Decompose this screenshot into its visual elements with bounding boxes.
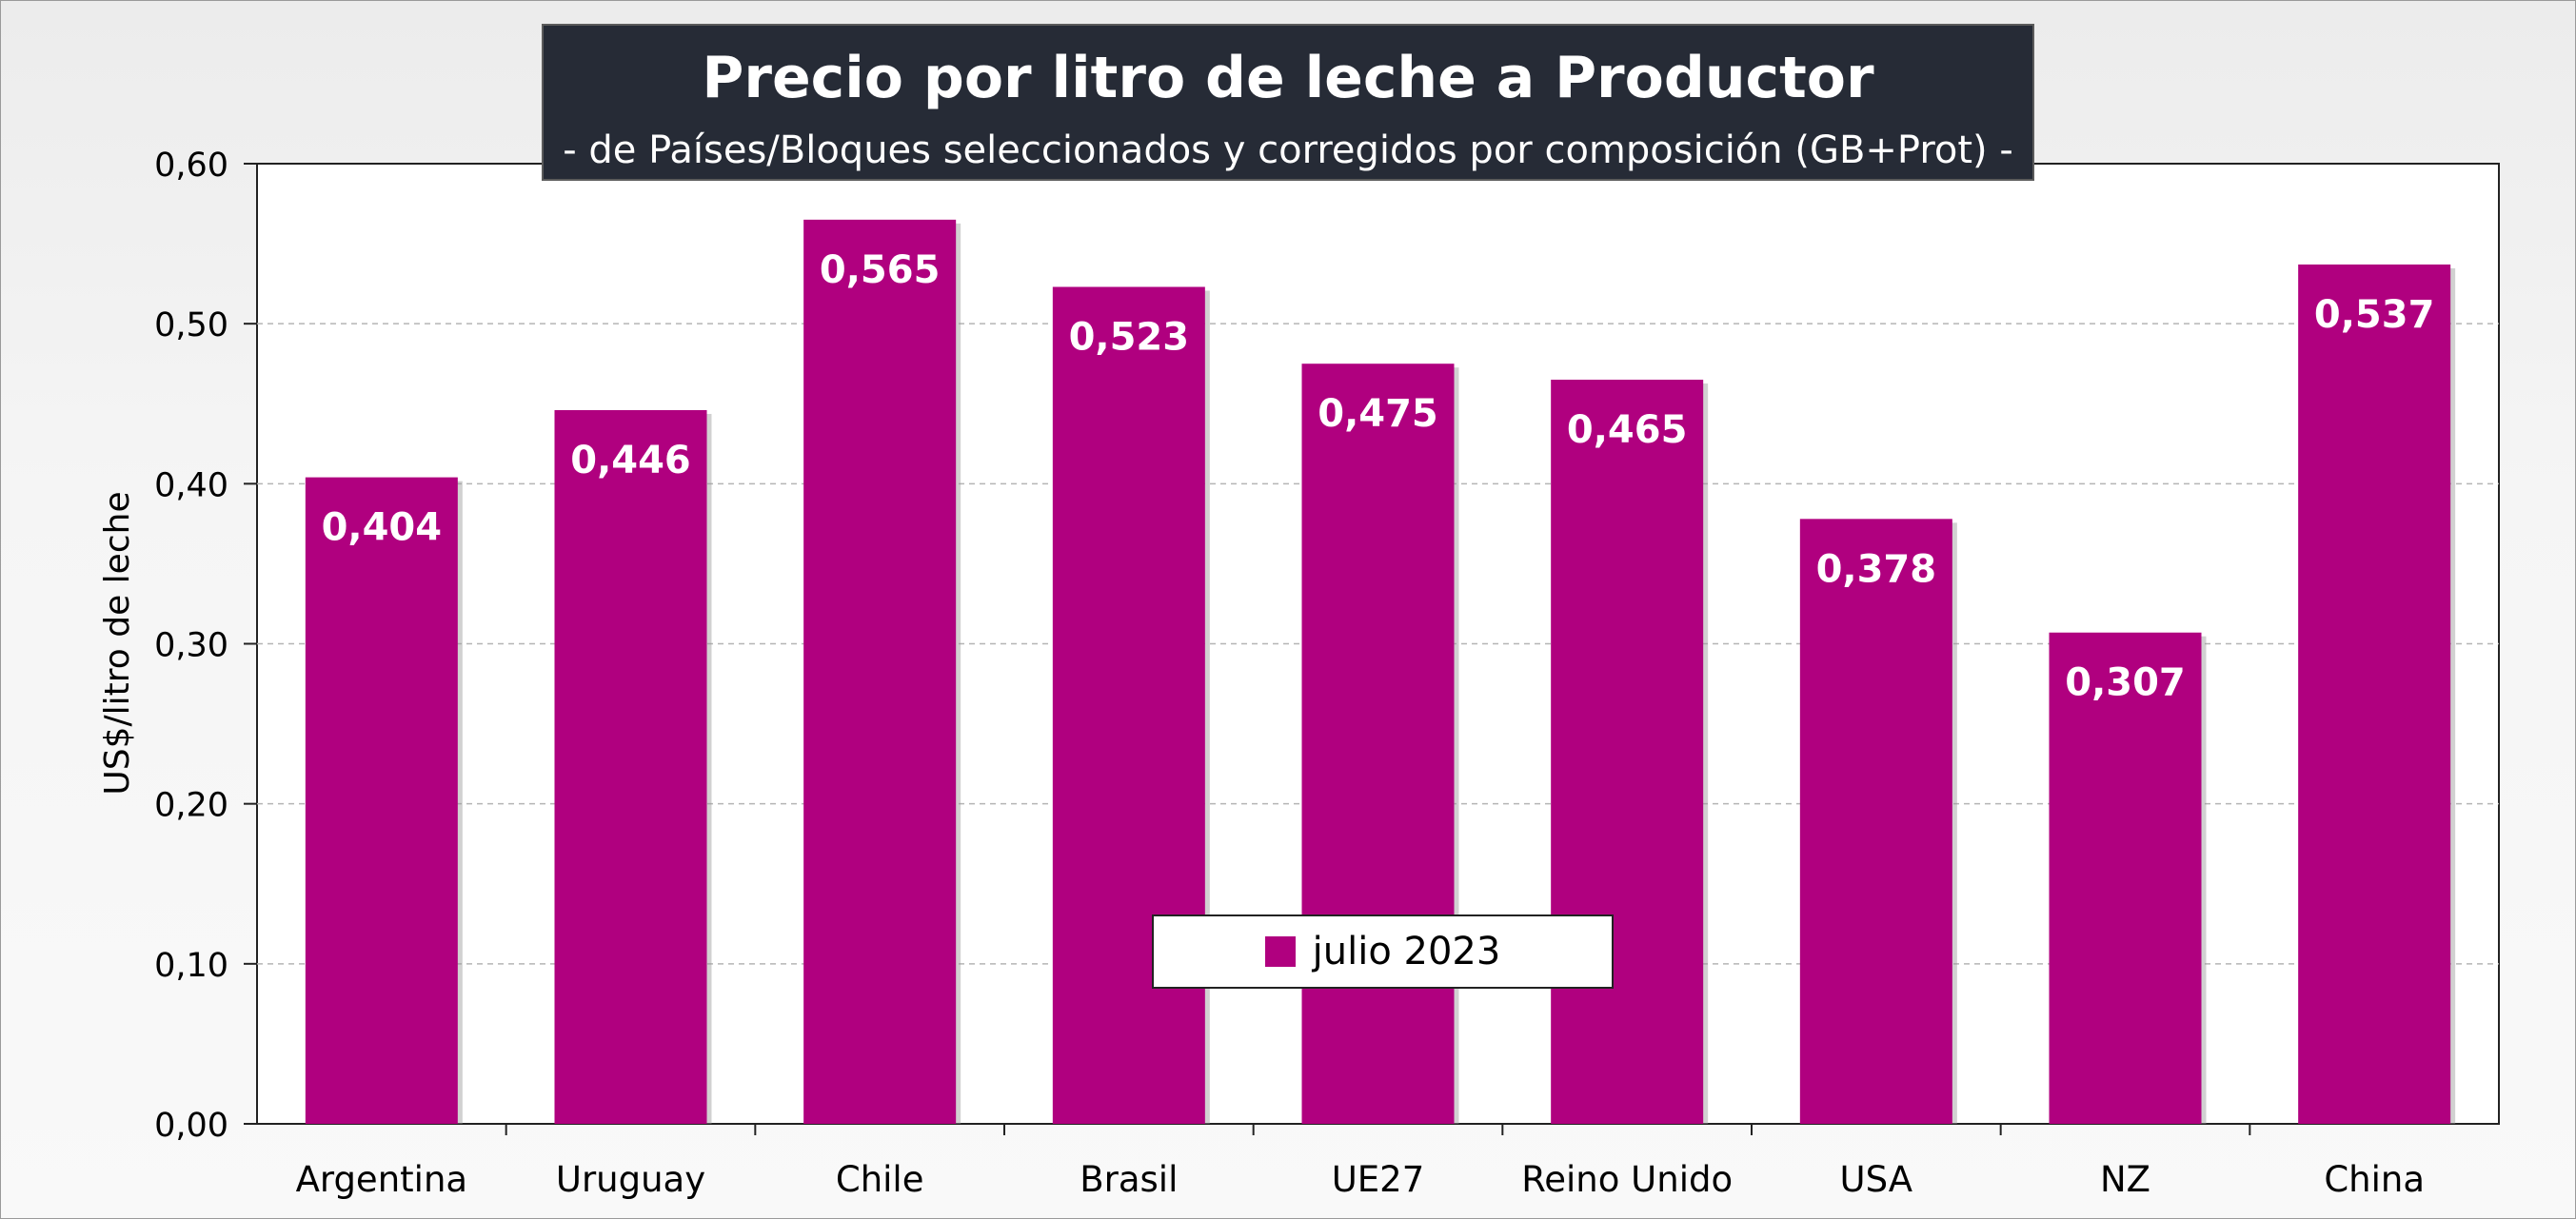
x-axis-ticks: Argentina Uruguay Chile Brasil UE27 Reino Uni… <box>296 1124 2425 1200</box>
legend: julio 2023 <box>1152 914 1614 989</box>
y-tick-label: 0,40 <box>154 466 228 504</box>
bar <box>803 219 957 1124</box>
bar <box>1052 286 1205 1124</box>
bar <box>1799 519 1952 1124</box>
data-labels: 0,404 0,446 0,565 0,523 0,475 0,465 0,378 0,307… <box>322 248 2435 705</box>
x-tick-label: USA <box>1840 1159 1913 1200</box>
x-tick-label: Uruguay <box>556 1159 705 1200</box>
bar <box>2298 264 2451 1124</box>
bars <box>305 219 2456 1124</box>
data-label: 0,378 <box>1816 547 1937 591</box>
data-label: 0,404 <box>322 506 443 550</box>
y-tick-label: 0,10 <box>154 947 228 985</box>
chart-title: Precio por litro de leche a Productor <box>702 45 1874 111</box>
bar <box>1301 364 1455 1124</box>
bar <box>305 477 458 1124</box>
y-tick-label: 0,30 <box>154 627 228 665</box>
y-axis-ticks: 0,00 0,10 0,20 0,30 0,40 0,50 0,60 <box>154 147 257 1145</box>
x-tick-label: Brasil <box>1080 1159 1178 1200</box>
legend-label: julio 2023 <box>1312 930 1501 973</box>
x-tick-label: UE27 <box>1332 1159 1425 1200</box>
data-label: 0,475 <box>1318 392 1438 436</box>
bar <box>554 409 707 1124</box>
y-tick-label: 0,60 <box>154 147 228 185</box>
data-label: 0,465 <box>1567 408 1688 452</box>
x-tick-label: NZ <box>2100 1159 2150 1200</box>
x-tick-label: Argentina <box>296 1159 467 1200</box>
bar <box>1551 380 1704 1124</box>
x-tick-label: Chile <box>836 1159 924 1200</box>
data-label: 0,307 <box>2065 661 2186 705</box>
data-label: 0,537 <box>2314 293 2435 337</box>
bar <box>2049 632 2202 1124</box>
chart-subtitle: - de Países/Bloques seleccionados y corr… <box>563 128 2013 172</box>
y-axis-label: US$/litro de leche <box>98 491 137 795</box>
data-label: 0,446 <box>570 439 691 482</box>
x-tick-label: Reino Unido <box>1521 1159 1733 1200</box>
data-label: 0,523 <box>1069 315 1190 359</box>
data-label: 0,565 <box>820 248 941 292</box>
y-tick-label: 0,20 <box>154 787 228 825</box>
legend-swatch <box>1264 936 1296 967</box>
y-tick-label: 0,50 <box>154 306 228 344</box>
y-tick-label: 0,00 <box>154 1107 228 1145</box>
x-tick-label: China <box>2324 1159 2425 1200</box>
chart-title-box: Precio por litro de leche a Productor - … <box>542 24 2034 181</box>
